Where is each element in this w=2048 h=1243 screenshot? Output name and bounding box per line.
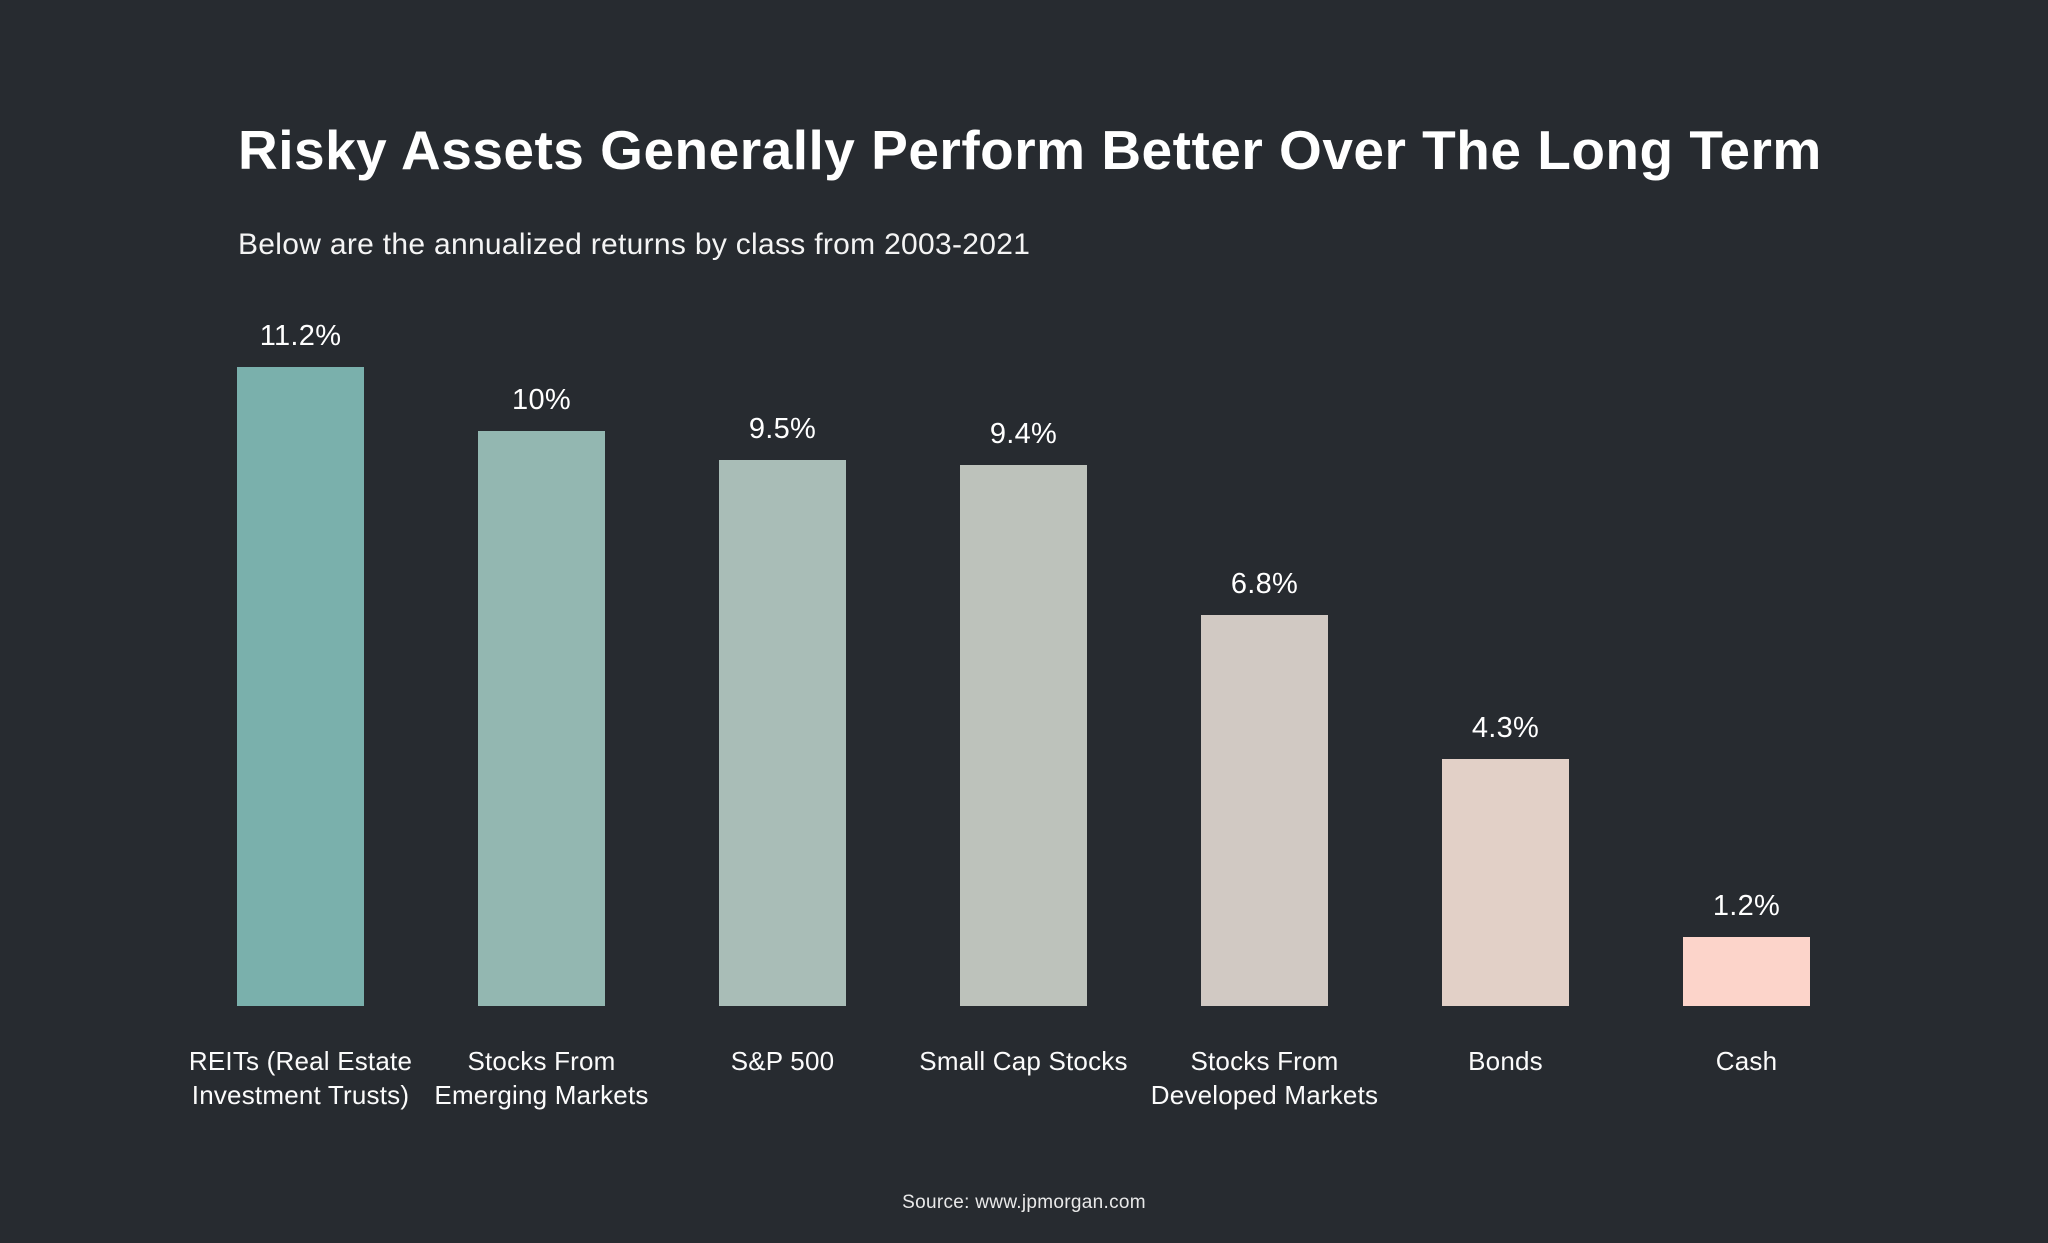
bar <box>719 460 846 1006</box>
bar <box>1201 615 1328 1006</box>
bar <box>237 367 364 1006</box>
bar-category-label: Bonds <box>1468 1046 1543 1076</box>
bar-category-label: Stocks From Emerging Markets <box>434 1046 649 1110</box>
bar-category-label: Cash <box>1715 1046 1778 1076</box>
bar-value-label: 9.5% <box>748 413 817 445</box>
bar-category-label: REITs (Real Estate Investment Trusts) <box>188 1046 413 1110</box>
bar-chart: 11.2% 10% 9.5% 9.4% 6.8% 4.3% 1.2% <box>180 320 1867 1006</box>
bar-value-label: 6.8% <box>1230 568 1299 600</box>
page-title: Risky Assets Generally Perform Better Ov… <box>238 119 1822 181</box>
bar-category-label: Small Cap Stocks <box>919 1046 1128 1076</box>
bar-column: 6.8% <box>1144 320 1385 1006</box>
bar-category-label: Stocks From Developed Markets <box>1150 1046 1379 1110</box>
bar-column: 11.2% <box>180 320 421 1006</box>
bar <box>478 431 605 1006</box>
source-attribution: Source: www.jpmorgan.com <box>902 1192 1146 1213</box>
bar <box>1442 759 1569 1006</box>
bar-column: 1.2% <box>1626 320 1867 1006</box>
bar <box>1683 937 1810 1006</box>
bar-column: 4.3% <box>1385 320 1626 1006</box>
bar-column: 10% <box>421 320 662 1006</box>
bar-category-label: S&P 500 <box>730 1046 835 1076</box>
bar-value-label: 9.4% <box>989 418 1058 450</box>
bar-value-label: 4.3% <box>1471 712 1540 744</box>
bar <box>960 465 1087 1006</box>
page-subtitle: Below are the annualized returns by clas… <box>238 228 1031 261</box>
category-labels-row: REITs (Real Estate Investment Trusts) Sto… <box>180 1044 1867 1112</box>
bar-column: 9.4% <box>903 320 1144 1006</box>
bar-value-label: 1.2% <box>1712 890 1781 922</box>
bar-column: 9.5% <box>662 320 903 1006</box>
bar-value-label: 10% <box>512 384 571 416</box>
bar-value-label: 11.2% <box>259 320 342 352</box>
